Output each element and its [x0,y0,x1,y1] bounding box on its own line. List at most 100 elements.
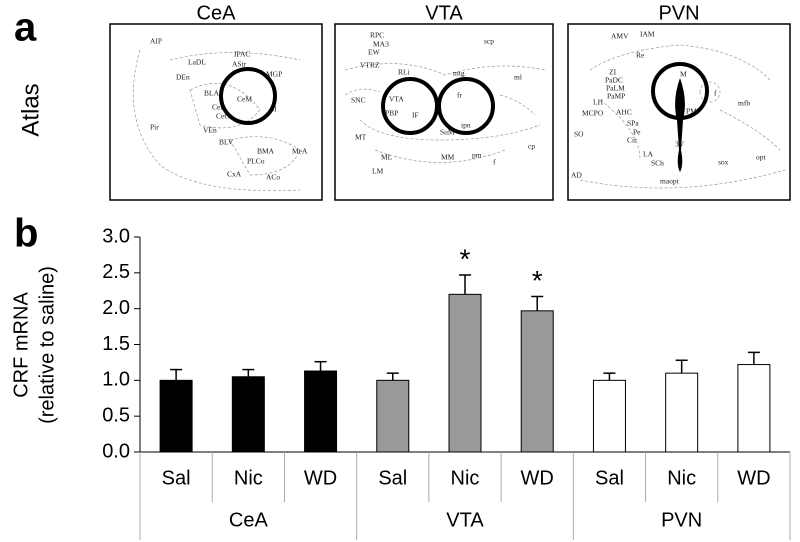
x-tick-label: Sal [162,467,191,489]
atlas-label: CeC [216,112,229,121]
x-tick-label: Nic [234,467,263,489]
atlas-label: PaDC [605,76,623,85]
atlas-panels: CeAAIPLaDLIPACAStrDEnBLACeLCeCCeMMGPSIPi… [109,2,791,201]
atlas-label: Re [636,51,645,60]
y-tick-label: 2.0 [102,297,130,319]
error-bar [459,274,471,295]
atlas-label: PLCo [247,157,265,166]
error-bar [747,351,760,365]
atlas-label: MM [441,153,455,162]
atlas-outline [132,49,301,192]
atlas-label: Pe [633,128,641,137]
bar [592,379,626,453]
significance-marker: * [460,243,471,274]
atlas-label: BLA [204,89,220,98]
atlas-label: CxA [227,170,242,179]
atlas-frame [334,23,554,201]
ventricle [675,78,685,172]
error-bar [314,360,327,372]
atlas-label: sox [718,158,729,167]
atlas-label: LH [593,98,604,107]
atlas-label: cp [528,142,535,151]
panel-letter: a [14,6,37,50]
atlas-label: f [493,158,496,167]
atlas-label: VTRZ [360,61,380,70]
atlas-title: VTA [425,2,463,24]
x-tick-label: Nic [667,467,696,489]
error-bar [170,368,183,381]
atlas-label: BMA [257,147,275,156]
atlas-label: ipn [461,121,471,130]
atlas-label: AD [571,171,582,180]
bar [159,379,193,453]
atlas-label: ml [514,73,522,82]
x-tick-label: WD [304,467,337,489]
y-axis-label: (relative to saline) [36,266,58,424]
error-bar [531,295,544,311]
y-tick-label: 1.0 [102,369,130,391]
atlas-outline [344,63,546,163]
y-tick-label: 3.0 [102,225,130,247]
y-axis-label: CRF mRNA [10,292,32,398]
bar [737,364,771,453]
atlas-label: VEn [203,126,217,135]
x-tick-label: WD [737,467,770,489]
atlas-label: M [680,70,687,79]
group-label: VTA [446,509,484,531]
atlas-title: PVN [658,2,699,24]
group-label: CeA [229,509,269,531]
atlas-title: CeA [197,2,237,24]
bar [520,310,554,453]
atlas-label: LaDL [188,58,206,67]
atlas-label: AMV [611,32,629,41]
atlas-label: RPC [370,31,384,40]
atlas-label: PBP [385,109,398,118]
atlas-label: f [714,89,717,98]
atlas-label: MCPO [582,109,604,118]
atlas-label: EW [368,48,381,57]
atlas-label: SuM [440,128,455,137]
atlas-label: CeL [212,103,225,112]
region-circle [219,67,277,125]
atlas-label: scp [484,37,494,46]
error-bar [386,372,399,381]
bar [376,379,410,453]
atlas-label: LM [372,167,384,176]
atlas-label: BLV [219,138,234,147]
atlas-label: PaMP [607,92,625,101]
atlas-label: Cir [627,136,637,145]
atlas-outline [579,44,786,189]
error-bar [242,368,255,377]
atlas-label: CeM [237,95,252,104]
atlas-label: opt [756,153,767,162]
atlas-label: ZI [609,68,617,77]
group-label: PVN [661,509,702,531]
atlas-label: MGP [266,70,282,79]
row-label: Atlas [17,83,44,136]
atlas-label: MA3 [373,40,389,49]
bar [231,376,265,453]
atlas-label: PMP [686,107,701,116]
y-tick-label: 2.5 [102,261,130,283]
y-tick-label: 1.5 [102,333,130,355]
atlas-label: SO [574,130,584,139]
atlas-label: PaLM [606,84,625,93]
x-tick-label: Nic [451,467,480,489]
atlas-label: AStr [232,60,247,69]
x-tick-label: Sal [595,467,624,489]
atlas-label: MeA [292,147,308,156]
atlas-label: pm [472,151,482,160]
atlas-label: SCh [651,159,664,168]
bar [665,372,699,453]
atlas-label: DEn [176,73,190,82]
significance-marker: * [532,265,543,296]
x-tick-label: WD [521,467,554,489]
atlas-label: fr [457,91,462,100]
bar [304,370,338,453]
atlas-label: MT [355,133,367,142]
atlas-label: ACo [266,173,280,182]
error-bar [675,359,688,374]
bar [448,293,482,453]
